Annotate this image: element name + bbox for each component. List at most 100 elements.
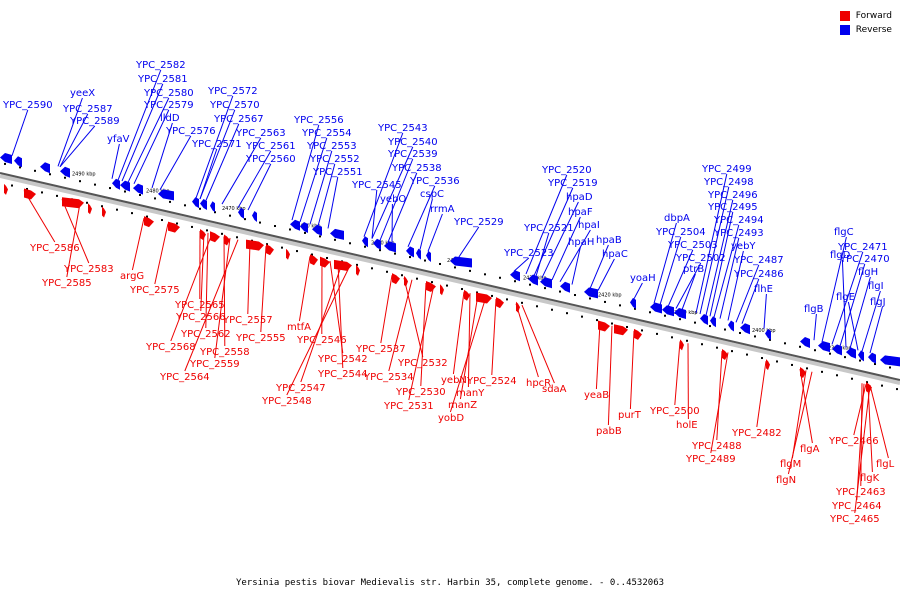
- reverse-gene-arrow: [858, 350, 864, 362]
- tick-mark: [19, 166, 21, 169]
- reverse-gene-label: flgB: [804, 304, 824, 315]
- reverse-gene-label: YPC_2529: [453, 217, 504, 228]
- legend-forward: Forward: [839, 9, 892, 23]
- tick-mark: [161, 219, 163, 222]
- tick-mark: [191, 225, 193, 228]
- reverse-gene-arrow: [330, 228, 344, 240]
- reverse-callout-line: [151, 122, 173, 189]
- reverse-callout-line: [513, 257, 530, 272]
- reverse-gene-arrow: [252, 210, 257, 222]
- forward-gene-arrow: [516, 301, 520, 313]
- reverse-callout-line: [11, 109, 29, 156]
- reverse-gene-arrow: [133, 183, 143, 195]
- reverse-callout-line: [839, 263, 866, 347]
- reverse-gene-label: YPC_2589: [69, 116, 120, 127]
- reverse-gene-label: hpaH: [568, 237, 594, 248]
- reverse-callout-line: [195, 95, 234, 199]
- reverse-gene-label: YPC_2579: [143, 100, 194, 111]
- reverse-gene-arrow: [674, 308, 686, 320]
- forward-gene-arrow: [200, 229, 206, 240]
- forward-gene-label: YPC_2488: [691, 441, 742, 452]
- reverse-gene-label: flgJ: [870, 297, 886, 308]
- tick-mark: [199, 207, 201, 210]
- forward-callout-line: [521, 304, 555, 384]
- reverse-gene-label: YPC_2486: [733, 269, 784, 280]
- tick-mark: [454, 266, 456, 269]
- reverse-callout-line: [705, 199, 734, 316]
- forward-callout-line: [298, 256, 311, 322]
- tick-mark: [476, 291, 478, 294]
- reverse-gene-label: YPC_2502: [675, 253, 726, 264]
- reverse-gene-label: YPC_2504: [655, 227, 706, 238]
- reverse-callout-line: [371, 146, 414, 239]
- tick-mark: [596, 319, 598, 322]
- forward-callout-line: [214, 237, 231, 359]
- tick-mark: [491, 294, 493, 297]
- reverse-callout-line: [831, 251, 864, 345]
- tick-mark: [709, 325, 711, 328]
- reverse-gene-label: YPC_2470: [839, 254, 890, 265]
- reverse-callout-line: [427, 213, 443, 252]
- reverse-callout-line: [735, 264, 760, 323]
- tick-mark: [116, 208, 118, 211]
- reverse-gene-label: YPC_2471: [837, 242, 888, 253]
- kbp-tick-label: 2420 kbp: [598, 293, 622, 299]
- reverse-gene-label: flhE: [754, 284, 773, 295]
- reverse-gene-arrow: [416, 248, 421, 260]
- tick-mark: [79, 180, 81, 183]
- genes: [0, 153, 900, 394]
- forward-gene-arrow: [392, 273, 400, 285]
- reverse-callout-line: [681, 273, 696, 311]
- forward-gene-label: YPC_2568: [145, 342, 196, 353]
- forward-gene-label: YPC_2489: [685, 454, 736, 465]
- forward-callout-line: [467, 293, 471, 388]
- tick-mark: [514, 280, 516, 283]
- forward-gene-arrow: [866, 382, 872, 394]
- reverse-callout-line: [849, 276, 871, 349]
- tick-mark: [469, 269, 471, 272]
- forward-swatch: [839, 11, 850, 21]
- tick-mark: [499, 276, 501, 279]
- reverse-gene-arrow: [450, 256, 472, 268]
- tick-mark: [656, 332, 658, 335]
- reverse-gene-arrow: [700, 314, 708, 325]
- forward-gene-label: YPC_2531: [383, 401, 434, 412]
- reverse-callout-line: [741, 278, 760, 324]
- reverse-gene-arrow: [868, 352, 876, 364]
- reverse-callout-line: [159, 135, 192, 191]
- forward-gene-label: YPC_2547: [275, 383, 326, 394]
- tick-mark: [259, 221, 261, 224]
- reverse-callout-line: [199, 109, 236, 200]
- legend: Forward Reverse: [839, 9, 892, 37]
- reverse-gene-label: YPC_2539: [387, 149, 438, 160]
- tick-mark: [566, 312, 568, 315]
- tick-mark: [484, 273, 486, 276]
- reverse-gene-label: YPC_2519: [547, 178, 598, 189]
- tick-mark: [409, 256, 411, 259]
- reverse-gene-arrow: [40, 162, 50, 174]
- forward-callout-line: [853, 384, 867, 436]
- reverse-callout-line: [659, 236, 682, 305]
- forward-callout-line: [710, 352, 729, 454]
- kbp-tick-label: 2470 kbp: [222, 206, 246, 212]
- tick-mark: [551, 308, 553, 311]
- reverse-callout-line: [247, 163, 272, 211]
- tick-mark: [529, 283, 531, 286]
- tick-mark: [521, 301, 523, 304]
- forward-callout-line: [23, 190, 56, 243]
- reverse-gene-label: YPC_2556: [293, 115, 344, 126]
- reverse-gene-label: YPC_2554: [301, 128, 352, 139]
- reverse-gene-arrow: [765, 328, 771, 340]
- forward-gene-arrow: [310, 254, 318, 266]
- reverse-gene-arrow: [832, 344, 842, 356]
- reverse-callout-line: [813, 313, 817, 341]
- reverse-callout-line: [59, 113, 89, 168]
- forward-gene-arrow: [266, 244, 274, 256]
- tick-mark: [266, 243, 268, 246]
- tick-mark: [41, 191, 43, 194]
- reverse-callout-line: [57, 97, 83, 167]
- forward-gene-label: yeaB: [584, 390, 609, 401]
- forward-gene-arrow: [210, 231, 220, 243]
- reverse-gene-arrow: [818, 341, 830, 353]
- reverse-gene-arrow: [662, 305, 674, 317]
